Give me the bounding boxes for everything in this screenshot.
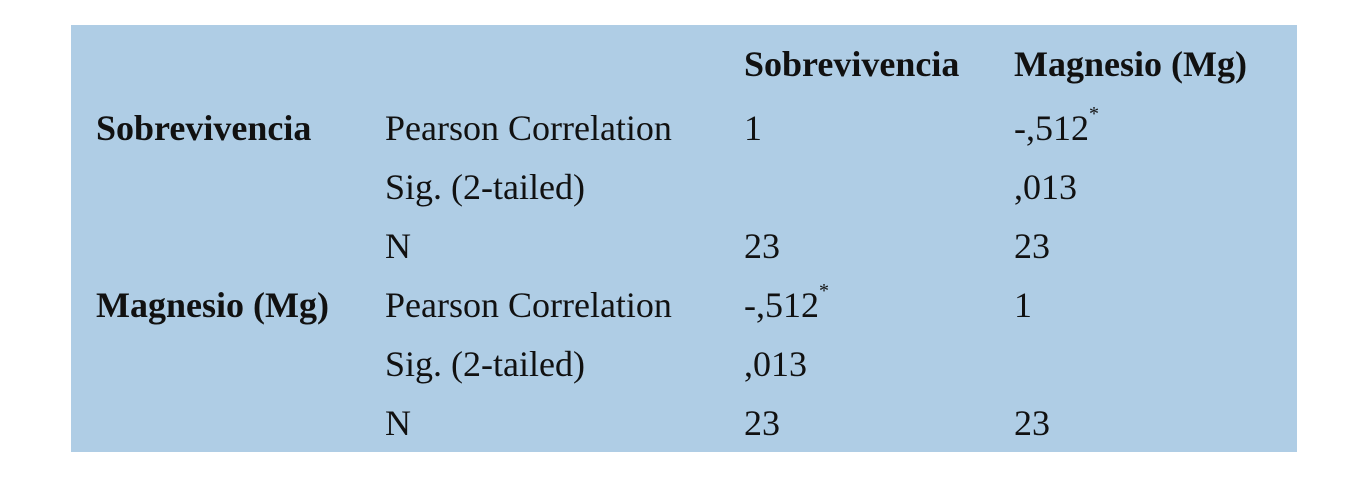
value-cell: 1 (1014, 275, 1297, 334)
value-cell: 23 (1014, 216, 1297, 275)
significance-mark: * (819, 279, 829, 302)
value-text: -,512 (1014, 107, 1089, 148)
row-statistic-label: Sig. (2-tailed) (385, 343, 585, 384)
row-statistic-label: Sig. (2-tailed) (385, 166, 585, 207)
value-text: 1 (1014, 284, 1032, 325)
table-row: Sobrevivencia Pearson Correlation 1 -,51… (71, 98, 1297, 157)
value-text: 1 (744, 107, 762, 148)
row-variable-label: Magnesio (Mg) (96, 284, 329, 325)
row-variable-label: Sobrevivencia (96, 107, 312, 148)
row-variable-label (71, 157, 385, 216)
correlation-table: Sobrevivencia Magnesio (Mg) Sobrevivenci… (71, 25, 1297, 452)
value-text: ,013 (1014, 166, 1077, 207)
header-cell-sobrevivencia: Sobrevivencia (744, 43, 960, 84)
row-variable-label (71, 393, 385, 452)
row-statistic-label: Pearson Correlation (385, 284, 672, 325)
value-cell: -,512* (744, 275, 1014, 334)
row-variable-label (71, 216, 385, 275)
value-cell: ,013 (1014, 157, 1297, 216)
value-text: -,512 (744, 284, 819, 325)
table-row: Sig. (2-tailed) ,013 (71, 157, 1297, 216)
value-text: 23 (1014, 402, 1050, 443)
value-text: 23 (744, 225, 780, 266)
value-text: 23 (744, 402, 780, 443)
significance-mark: * (1089, 102, 1099, 125)
correlation-table-panel: Sobrevivencia Magnesio (Mg) Sobrevivenci… (71, 25, 1297, 452)
value-cell: 23 (1014, 393, 1297, 452)
value-text: ,013 (744, 343, 807, 384)
value-text: 23 (1014, 225, 1050, 266)
table-header-row: Sobrevivencia Magnesio (Mg) (71, 25, 1297, 98)
header-cell-magnesio: Magnesio (Mg) (1014, 43, 1247, 84)
row-statistic-label: N (385, 402, 411, 443)
value-cell: 1 (744, 98, 1014, 157)
value-cell (744, 157, 1014, 216)
header-cell-empty-1 (71, 25, 385, 98)
table-row: N 23 23 (71, 393, 1297, 452)
table-row: Magnesio (Mg) Pearson Correlation -,512*… (71, 275, 1297, 334)
value-cell: 23 (744, 393, 1014, 452)
header-cell-empty-2 (385, 25, 744, 98)
table-row: Sig. (2-tailed) ,013 (71, 334, 1297, 393)
table-row: N 23 23 (71, 216, 1297, 275)
value-cell: ,013 (744, 334, 1014, 393)
value-cell: 23 (744, 216, 1014, 275)
row-statistic-label: Pearson Correlation (385, 107, 672, 148)
value-cell (1014, 334, 1297, 393)
value-cell: -,512* (1014, 98, 1297, 157)
row-statistic-label: N (385, 225, 411, 266)
row-variable-label (71, 334, 385, 393)
